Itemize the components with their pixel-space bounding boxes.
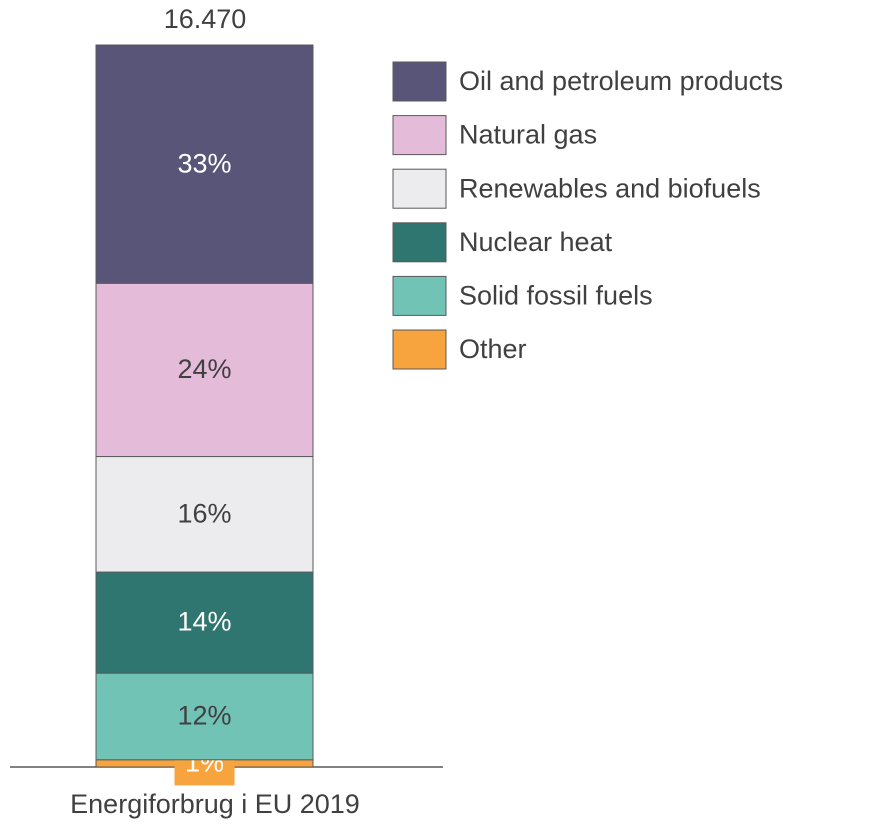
x-tick-label: Energiforbrug i EU 2019: [70, 789, 360, 819]
data-label: 24%: [177, 354, 231, 384]
legend-swatch: [392, 168, 447, 209]
total-label: 16.470: [164, 4, 247, 34]
bar-segment: [95, 571, 314, 674]
legend-label: Nuclear heat: [459, 227, 613, 257]
legend-label: Oil and petroleum products: [459, 66, 783, 96]
legend-swatch: [392, 61, 447, 102]
legend-swatch: [392, 222, 447, 263]
legend-label: Solid fossil fuels: [459, 281, 653, 311]
legend-label: Natural gas: [459, 120, 597, 150]
legend-swatch: [392, 329, 447, 370]
bar-segment: [95, 44, 314, 284]
legend-label: Renewables and biofuels: [459, 173, 761, 203]
legend-swatch: [392, 115, 447, 156]
data-label: 14%: [177, 607, 231, 637]
data-label: 12%: [177, 701, 231, 731]
bar-segment: [95, 456, 314, 573]
data-label: 16%: [177, 498, 231, 528]
bar-segment: [95, 282, 314, 458]
data-label: 33%: [177, 148, 231, 178]
legend-swatch: [392, 275, 447, 316]
legend-label: Other: [459, 334, 527, 364]
